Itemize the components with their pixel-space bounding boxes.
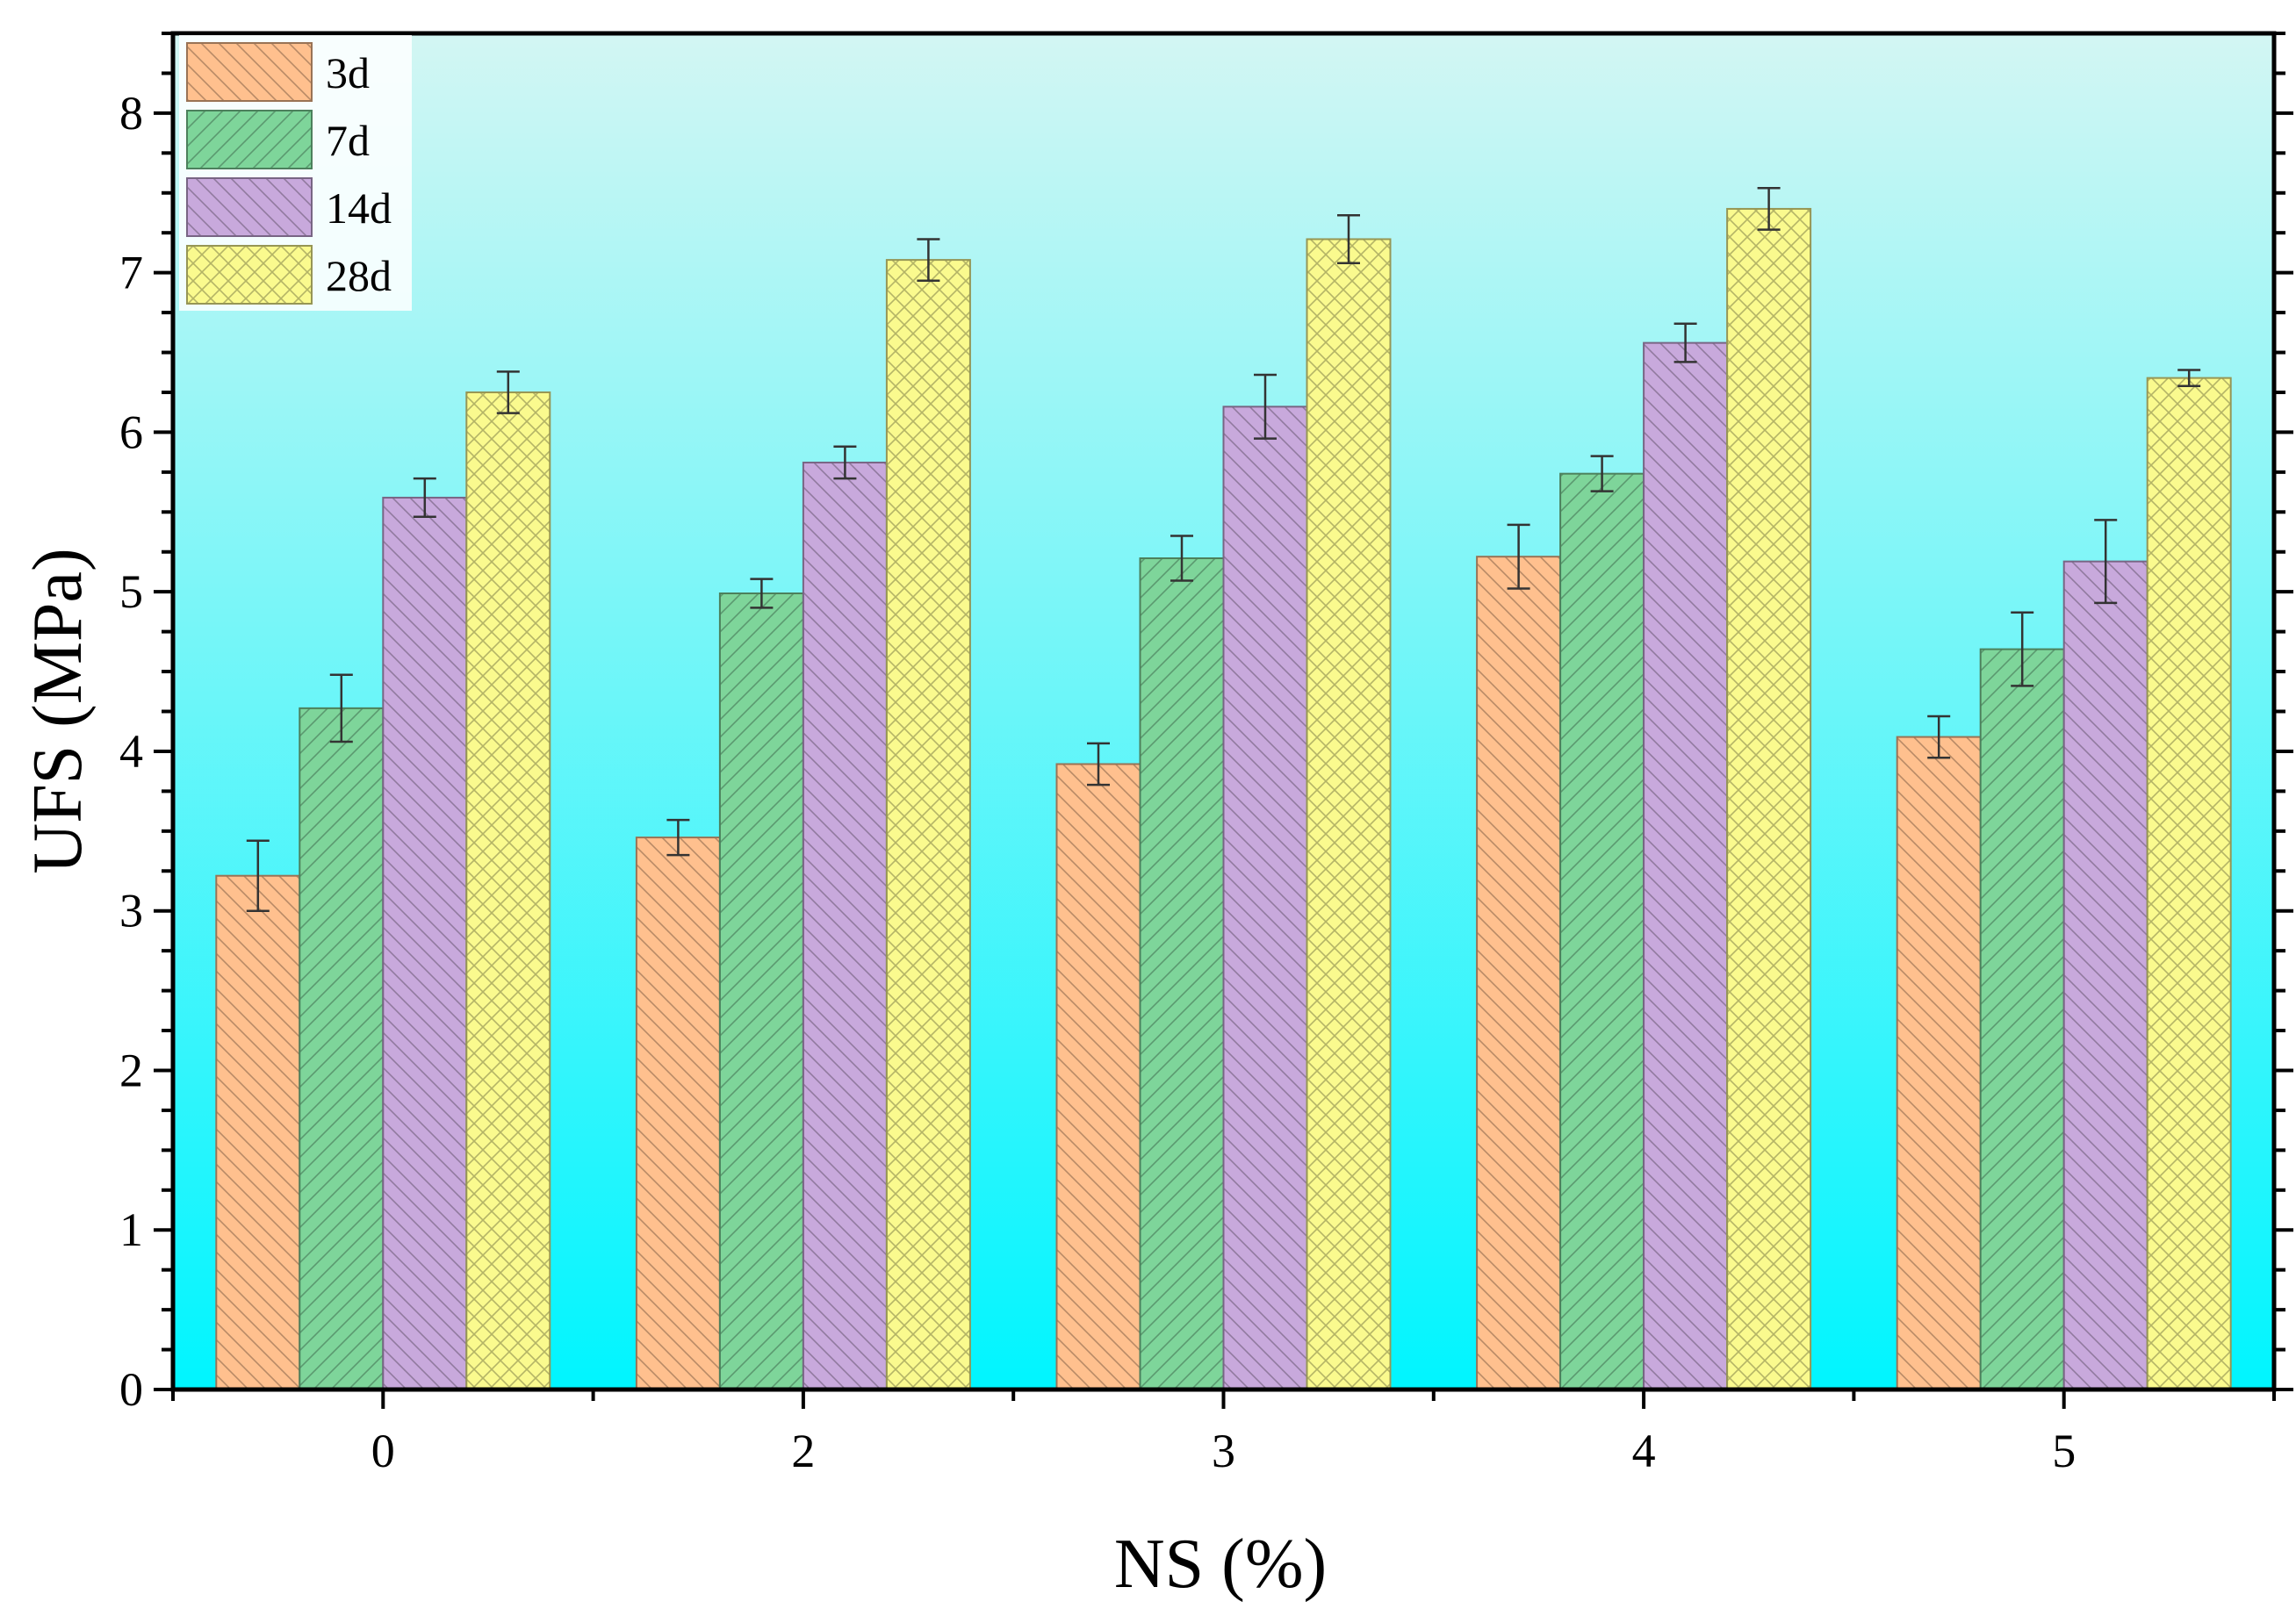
y-tick-label-5: 5 <box>119 565 143 618</box>
bar-14d-ns-3 <box>1222 406 1308 1390</box>
bar-28d-ns-5 <box>2146 377 2232 1390</box>
bar-7d-ns-0 <box>299 707 385 1390</box>
bar-28d-ns-0 <box>465 391 551 1390</box>
bar-14d-ns-0 <box>382 496 468 1390</box>
y-tick-label-6: 6 <box>119 406 143 458</box>
bar-3d-ns-0 <box>215 874 301 1390</box>
bar-7d-ns-3 <box>1139 557 1225 1390</box>
bar-28d-ns-2 <box>885 259 971 1391</box>
y-tick-label-1: 1 <box>119 1203 143 1256</box>
bar-7d-ns-2 <box>718 592 804 1390</box>
x-tick-label-4: 4 <box>1632 1425 1656 1477</box>
bar-7d-ns-5 <box>1979 648 2065 1390</box>
bar-14d-ns-4 <box>1643 341 1729 1390</box>
bar-3d-ns-4 <box>1476 556 1562 1390</box>
x-axis-title: NS (%) <box>1114 1526 1327 1603</box>
y-axis-title: UFS (MPa) <box>19 548 97 873</box>
bar-14d-ns-2 <box>802 461 888 1391</box>
bar-28d-ns-4 <box>1726 207 1812 1391</box>
legend-label-7d: 7d <box>326 116 370 165</box>
y-tick-label-0: 0 <box>119 1363 143 1416</box>
bar-3d-ns-5 <box>1896 736 1982 1390</box>
legend-label-28d: 28d <box>326 251 392 300</box>
legend-label-3d: 3d <box>326 48 370 97</box>
legend-swatch-14d <box>186 177 313 237</box>
bar-3d-ns-3 <box>1055 763 1141 1390</box>
x-tick-label-3: 3 <box>1212 1425 1235 1477</box>
legend-label-14d: 14d <box>326 183 392 233</box>
x-tick-label-0: 0 <box>371 1425 395 1477</box>
legend-swatch-7d <box>186 110 313 169</box>
y-tick-label-3: 3 <box>119 885 143 937</box>
y-tick-label-2: 2 <box>119 1044 143 1096</box>
x-tick-label-5: 5 <box>2052 1425 2076 1477</box>
bar-7d-ns-4 <box>1559 472 1645 1391</box>
legend-swatch-3d <box>186 42 313 102</box>
x-tick-label-2: 2 <box>791 1425 815 1477</box>
bar-14d-ns-5 <box>2062 560 2148 1390</box>
bar-28d-ns-3 <box>1306 238 1392 1391</box>
bar-3d-ns-2 <box>635 837 721 1390</box>
y-tick-label-8: 8 <box>119 87 143 140</box>
legend-swatch-28d <box>186 245 313 305</box>
y-tick-label-7: 7 <box>119 247 143 299</box>
y-tick-label-4: 4 <box>119 725 143 778</box>
